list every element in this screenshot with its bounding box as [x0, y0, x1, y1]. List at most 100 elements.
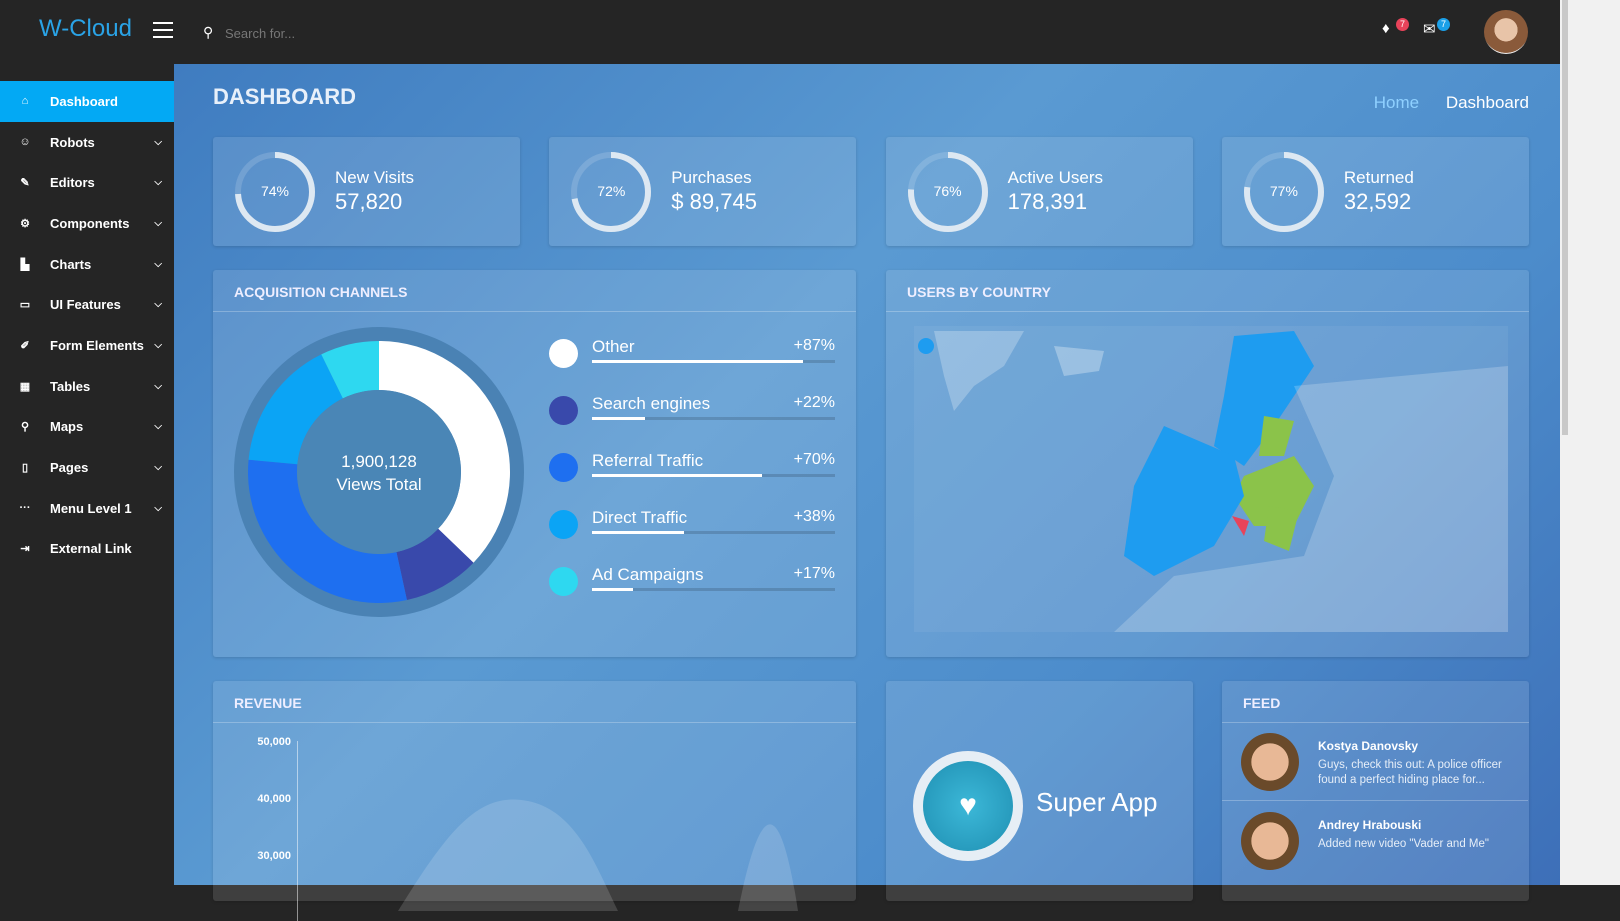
logo[interactable]: W-Cloud	[39, 15, 132, 42]
super-app-title: Super App	[1036, 787, 1158, 817]
chevron-down-icon: ⌵	[154, 339, 162, 351]
channel-percent: +38%	[793, 508, 835, 525]
chevron-down-icon: ⌵	[154, 421, 162, 433]
sidebar-item-components[interactable]: ⚙ Components ⌵	[0, 203, 174, 244]
channel-progress	[592, 531, 835, 534]
chevron-down-icon: ⌵	[154, 380, 162, 392]
user-avatar[interactable]	[1484, 10, 1528, 54]
channel-progress-fill	[592, 588, 634, 591]
stat-percent: 77%	[1269, 183, 1298, 199]
sidebar-icon: ▯	[21, 462, 29, 475]
donut-slice-referral-traffic[interactable]	[248, 459, 407, 603]
channel-dot	[549, 396, 578, 425]
feed-author: Kostya Danovsky	[1318, 739, 1419, 753]
sidebar-item-robots[interactable]: ☺ Robots ⌵	[0, 122, 174, 163]
sidebar-item-dashboard[interactable]: ⌂ Dashboard	[0, 81, 174, 122]
breadcrumb: Home Dashboard	[1374, 93, 1529, 113]
channel-row: Other +87%	[549, 333, 835, 377]
stat-label: New Visits	[335, 168, 415, 187]
bell-icon[interactable]: ♦	[1382, 20, 1390, 37]
progress-ring-fill	[907, 152, 988, 232]
sidebar-icon: ⚲	[20, 421, 30, 434]
stat-percent: 76%	[933, 183, 962, 199]
sidebar-item-charts[interactable]: ▙ Charts ⌵	[0, 244, 174, 285]
sidebar-icon: ⌂	[21, 95, 29, 108]
donut-slice-ad-campaigns[interactable]	[321, 341, 379, 399]
chevron-down-icon: ⌵	[154, 258, 162, 270]
sidebar-item-tables[interactable]: ▦ Tables ⌵	[0, 366, 174, 407]
channel-name: Referral Traffic	[592, 451, 704, 470]
sidebar-item-label: Dashboard	[50, 93, 118, 109]
channel-progress	[592, 588, 835, 591]
sidebar-icon: ⇥	[20, 543, 30, 556]
super-app-logo: ♥	[913, 751, 1023, 861]
breadcrumb-home[interactable]: Home	[1373, 93, 1420, 112]
progress-ring	[1243, 152, 1324, 232]
sidebar-item-form-elements[interactable]: ✐ Form Elements ⌵	[0, 325, 174, 366]
stat-percent: 72%	[597, 183, 626, 199]
channel-dot	[549, 567, 578, 596]
chevron-down-icon: ⌵	[154, 177, 162, 189]
sidebar-item-editors[interactable]: ✎ Editors ⌵	[0, 162, 174, 203]
feed-item[interactable]: Andrey Hrabouski Added new video "Vader …	[1222, 802, 1528, 880]
stat-card: 77% Returned 32,592	[1221, 137, 1529, 246]
chevron-down-icon: ⌵	[154, 217, 162, 229]
channel-dot	[549, 510, 578, 539]
channel-row: Referral Traffic +70%	[549, 447, 835, 491]
panel-title: USERS BY COUNTRY	[886, 270, 1529, 312]
sidebar-item-ui-features[interactable]: ▭ UI Features ⌵	[0, 284, 174, 325]
stat-label: Active Users	[1007, 168, 1104, 187]
channel-percent: +22%	[793, 394, 835, 411]
channel-progress	[592, 417, 835, 420]
europe-map[interactable]	[914, 326, 1508, 632]
sidebar-item-label: Robots	[50, 134, 95, 150]
channel-progress-fill	[592, 531, 685, 534]
sidebar-item-label: Components	[50, 215, 130, 231]
sidebar-item-label: UI Features	[50, 297, 121, 313]
scrollbar[interactable]	[1560, 0, 1620, 885]
channel-progress	[592, 474, 835, 477]
progress-ring-fill	[235, 152, 315, 232]
donut-slice-search-engines[interactable]	[396, 528, 474, 600]
sidebar-item-label: Pages	[50, 460, 89, 476]
super-app-card[interactable]: ♥ Super App	[886, 681, 1193, 901]
sidebar-item-pages[interactable]: ▯ Pages ⌵	[0, 447, 174, 488]
panel-title: REVENUE	[213, 681, 856, 723]
envelope-icon[interactable]: ✉	[1423, 21, 1436, 38]
channel-progress-fill	[592, 417, 646, 420]
stat-label: Purchases	[671, 168, 752, 187]
channel-dot	[549, 339, 578, 368]
panel-title: FEED	[1222, 681, 1529, 723]
channel-name: Other	[592, 337, 635, 356]
menu-toggle-icon[interactable]	[153, 22, 173, 38]
progress-ring-fill	[571, 152, 652, 232]
donut-slice-other[interactable]	[379, 341, 511, 563]
messages-badge: 7	[1437, 18, 1450, 31]
sidebar-icon: ⚙	[20, 217, 30, 230]
search-input[interactable]	[225, 22, 525, 44]
feed-panel: FEED Kostya Danovsky Guys, check this ou…	[1222, 681, 1529, 901]
channel-percent: +17%	[793, 565, 835, 582]
sidebar-item-menu-level-1[interactable]: ··· Menu Level 1 ⌵	[0, 488, 174, 529]
revenue-area	[398, 799, 798, 911]
sidebar-item-maps[interactable]: ⚲ Maps ⌵	[0, 407, 174, 448]
sidebar-icon: ▦	[19, 380, 31, 393]
channel-row: Ad Campaigns +17%	[549, 561, 835, 605]
stat-card: 76% Active Users 178,391	[885, 137, 1193, 246]
progress-ring	[907, 152, 988, 232]
channel-dot	[549, 453, 578, 482]
sidebar-item-external-link[interactable]: ⇥ External Link	[0, 529, 174, 570]
progress-ring	[235, 152, 315, 232]
sidebar-icon: ···	[19, 502, 31, 515]
feed-item[interactable]: Kostya Danovsky Guys, check this out: A …	[1222, 723, 1528, 801]
donut-chart	[234, 327, 524, 617]
donut-total: 1,900,128	[341, 452, 417, 471]
channel-row: Direct Traffic +38%	[549, 504, 835, 548]
donut-slice-direct-traffic[interactable]	[248, 354, 343, 465]
main-content: DASHBOARD Home Dashboard 74% New Visits …	[174, 64, 1560, 921]
sidebar-item-label: Maps	[50, 419, 84, 435]
search-icon[interactable]: ⚲	[203, 24, 214, 40]
panel-title: ACQUISITION CHANNELS	[213, 270, 856, 312]
stat-value: $ 89,745	[671, 189, 757, 214]
progress-ring-fill	[1243, 152, 1324, 232]
